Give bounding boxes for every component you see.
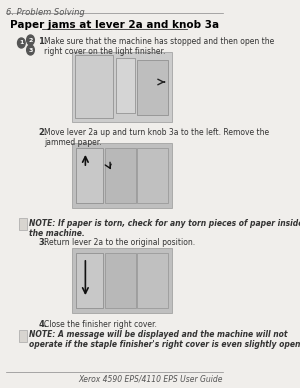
Text: 2.: 2.	[38, 128, 47, 137]
Text: 4.: 4.	[38, 320, 47, 329]
Text: Return lever 2a to the original position.: Return lever 2a to the original position…	[44, 238, 195, 247]
Text: 2: 2	[28, 38, 33, 43]
Circle shape	[27, 35, 34, 45]
Polygon shape	[19, 330, 27, 342]
Bar	[105, 148, 136, 203]
Text: 1: 1	[19, 40, 23, 45]
Bar	[137, 148, 168, 203]
Polygon shape	[19, 218, 27, 230]
Text: Paper jams at lever 2a and knob 3a: Paper jams at lever 2a and knob 3a	[10, 20, 219, 30]
Bar	[137, 253, 168, 308]
Circle shape	[17, 38, 25, 48]
Text: Xerox 4590 EPS/4110 EPS User Guide: Xerox 4590 EPS/4110 EPS User Guide	[78, 375, 223, 384]
Text: Close the finisher right cover.: Close the finisher right cover.	[44, 320, 157, 329]
Bar	[76, 148, 103, 203]
Text: NOTE: A message will be displayed and the machine will not
operate if the staple: NOTE: A message will be displayed and th…	[29, 330, 300, 350]
Bar	[75, 55, 113, 118]
Bar	[116, 58, 135, 113]
FancyBboxPatch shape	[72, 52, 172, 122]
Text: -: -	[26, 38, 29, 47]
FancyBboxPatch shape	[72, 248, 172, 313]
Text: 3.: 3.	[38, 238, 47, 247]
Text: 1.: 1.	[38, 37, 47, 46]
Text: 3: 3	[28, 47, 33, 52]
Text: Move lever 2a up and turn knob 3a to the left. Remove the
jammed paper.: Move lever 2a up and turn knob 3a to the…	[44, 128, 269, 147]
Text: 6. Problem Solving: 6. Problem Solving	[6, 8, 85, 17]
Text: NOTE: If paper is torn, check for any torn pieces of paper inside
the machine.: NOTE: If paper is torn, check for any to…	[29, 219, 300, 238]
Bar	[76, 253, 103, 308]
Bar	[105, 253, 136, 308]
Circle shape	[27, 45, 34, 55]
Text: Make sure that the machine has stopped and then open the
right cover on the ligh: Make sure that the machine has stopped a…	[44, 37, 274, 56]
Bar	[137, 60, 168, 115]
FancyBboxPatch shape	[72, 143, 172, 208]
